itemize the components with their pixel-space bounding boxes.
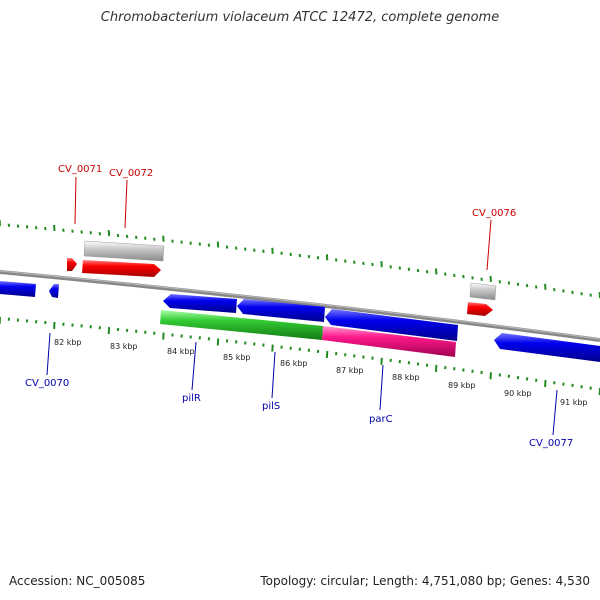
- gene-parC[interactable]: [325, 309, 458, 341]
- scale-label-86: 86 kbp: [280, 359, 308, 368]
- leader-cv0076: [486, 219, 492, 271]
- map-title: Chromobacterium violaceum ATCC 12472, co…: [100, 10, 500, 25]
- scale-labels: 82 kbp 83 kbp 84 kbp 85 kbp 86 kbp 87 kb…: [54, 338, 588, 407]
- feature-pink[interactable]: [322, 326, 456, 357]
- scale-label-85: 85 kbp: [223, 353, 251, 362]
- label-pilR[interactable]: pilR: [182, 393, 201, 404]
- feature-green[interactable]: [160, 310, 323, 340]
- leader-parC: [379, 364, 384, 411]
- gene-pilR[interactable]: [163, 294, 237, 313]
- scale-label-90: 90 kbp: [504, 389, 532, 398]
- scale-label-82: 82 kbp: [54, 338, 82, 347]
- label-pilS[interactable]: pilS: [262, 401, 280, 412]
- scale-label-88: 88 kbp: [392, 373, 420, 382]
- gene-cv0069[interactable]: [0, 281, 36, 297]
- gene-cv0071[interactable]: [67, 258, 77, 271]
- gene-rna-cv0072[interactable]: [83, 240, 165, 262]
- leader-pilR: [191, 341, 197, 391]
- gene-rna-cv0076[interactable]: [469, 282, 497, 301]
- genome-summary-text: Topology: circular; Length: 4,751,080 bp…: [260, 574, 590, 588]
- scale-label-87: 87 kbp: [336, 366, 364, 375]
- reverse-leaders: [46, 332, 558, 436]
- label-cv0072[interactable]: CV_0072: [109, 168, 153, 179]
- gene-cv0070[interactable]: [49, 284, 59, 298]
- label-cv0070[interactable]: CV_0070: [25, 378, 69, 389]
- genome-backbone: [0, 270, 600, 342]
- leader-cv0072: [124, 179, 128, 229]
- gene-cv0072[interactable]: [82, 260, 161, 277]
- outer-tick-ring: [0, 219, 600, 299]
- forward-leaders: [74, 176, 492, 271]
- label-cv0071[interactable]: CV_0071: [58, 164, 102, 175]
- leader-pilS: [271, 351, 276, 399]
- label-cv0077[interactable]: CV_0077: [529, 438, 573, 449]
- gene-cv0076[interactable]: [467, 302, 493, 316]
- leader-cv0070: [46, 332, 51, 376]
- leader-cv0071: [74, 176, 77, 225]
- genome-backbone-highlight: [0, 270, 600, 340]
- gene-pilS[interactable]: [237, 299, 325, 322]
- scale-label-84: 84 kbp: [167, 347, 195, 356]
- gene-cv0077[interactable]: [494, 333, 600, 362]
- scale-label-91: 91 kbp: [560, 398, 588, 407]
- inner-tick-ring: [0, 317, 600, 396]
- accession-text: Accession: NC_005085: [9, 574, 146, 588]
- scale-label-89: 89 kbp: [448, 381, 476, 390]
- label-cv0076[interactable]: CV_0076: [472, 208, 516, 219]
- label-parC[interactable]: parC: [369, 414, 393, 425]
- gene-labels: CV_0071 CV_0072 CV_0076 CV_0070 pilR pil…: [25, 164, 573, 449]
- leader-cv0077: [552, 389, 558, 436]
- scale-label-83: 83 kbp: [110, 342, 138, 351]
